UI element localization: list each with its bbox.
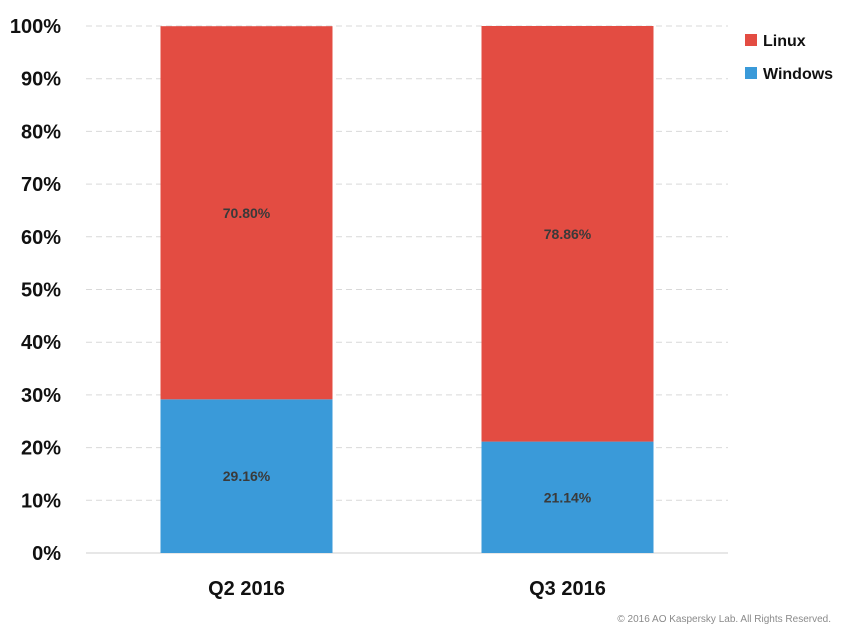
legend-label: Windows xyxy=(763,66,833,83)
bar-windows-2 xyxy=(481,441,654,553)
legend-label: Linux xyxy=(763,33,806,50)
data-label: 78.86% xyxy=(544,226,592,242)
bar-linux-2 xyxy=(481,26,654,442)
x-category-label: Q2 2016 xyxy=(208,578,285,600)
y-tick-label: 50% xyxy=(21,280,61,302)
y-axis-ticks: 0% 10% 20% 30% 40% 50% 60% 70% 80% 90% 100% xyxy=(10,16,61,565)
x-axis-labels: Q2 2016 Q3 2016 xyxy=(208,578,606,600)
legend: Linux Windows xyxy=(745,33,833,83)
data-label: 29.16% xyxy=(223,468,271,484)
y-tick-label: 0% xyxy=(32,543,61,565)
y-tick-label: 10% xyxy=(21,490,61,512)
data-label: 70.80% xyxy=(223,205,271,221)
y-tick-label: 70% xyxy=(21,174,61,196)
legend-swatch xyxy=(745,67,757,79)
bars: 29.16% 70.80% 21.14% 78.86% xyxy=(160,26,654,553)
y-tick-label: 80% xyxy=(21,121,61,143)
data-label: 21.14% xyxy=(544,489,592,505)
x-category-label: Q3 2016 xyxy=(529,578,606,600)
legend-swatch xyxy=(745,34,757,46)
y-tick-label: 60% xyxy=(21,227,61,249)
bar-windows-1 xyxy=(160,399,333,553)
bar-linux-1 xyxy=(160,26,333,400)
copyright-notice: © 2016 AO Kaspersky Lab. All Rights Rese… xyxy=(617,614,831,625)
y-tick-label: 40% xyxy=(21,332,61,354)
y-tick-label: 20% xyxy=(21,438,61,460)
y-tick-label: 100% xyxy=(10,16,61,38)
y-tick-label: 30% xyxy=(21,385,61,407)
y-tick-label: 90% xyxy=(21,69,61,91)
